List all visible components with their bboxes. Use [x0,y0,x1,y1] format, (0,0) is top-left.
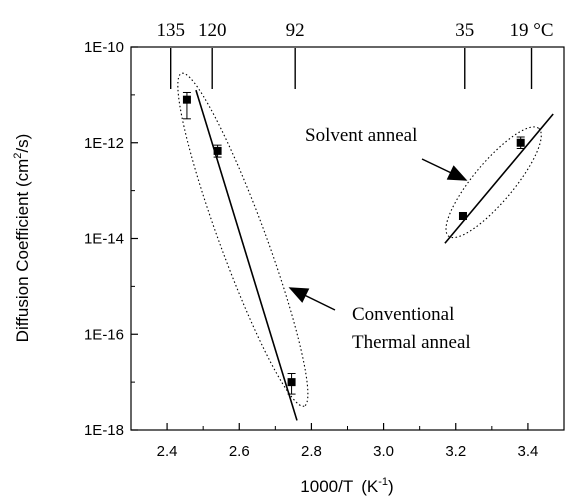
temperature-label: 19 °C [510,20,554,41]
x-axis-ticks: 2.4 2.6 2.8 3.0 3.2 3.4 [130,423,565,460]
data-point [182,95,191,104]
annotation-conventional-line1: Conventional [352,304,454,325]
x-tick-label: 2.4 [157,443,178,460]
thermal-anneal-ellipse [177,72,309,407]
annotation-solvent-anneal: Solvent anneal [305,125,417,146]
temperature-label: 35 [455,20,474,41]
thermal-fit-line [195,89,298,421]
x-tick-label: 3.2 [445,443,466,460]
grouping-ellipses [177,72,542,407]
solvent-anneal-arrow [421,158,468,181]
conventional-anneal-arrow [288,287,336,311]
data-point [213,146,222,155]
y-tick-label: 1E-12 [84,135,124,152]
x-axis-title: 1000/T (K-1) [300,476,393,496]
x-tick-label: 3.4 [517,443,538,460]
temperature-label: 120 [198,20,227,41]
x-tick-label: 3.0 [373,443,394,460]
y-tick-label: 1E-18 [84,422,124,439]
annotation-conventional-line2: Thermal anneal [352,332,471,353]
solvent-fit-line [444,113,554,244]
y-axis-title: Diffusion Coefficient (cm2/s) [12,134,32,343]
y-tick-label: 1E-10 [84,39,124,56]
x-tick-label: 2.8 [301,443,322,460]
temperature-label: 92 [286,20,305,41]
fit-lines [195,89,554,421]
data-point [287,378,296,387]
temperature-label: 135 [156,20,185,41]
plot-area [130,46,565,431]
solvent-anneal-ellipse [445,126,542,239]
y-axis-ticks: 1E-18 1E-16 1E-14 1E-12 1E-10 [84,39,138,439]
x-tick-label: 2.6 [229,443,250,460]
data-point [516,138,525,147]
y-tick-label: 1E-16 [84,326,124,343]
top-temperature-axis: 135 120 92 35 19 °C [156,20,554,89]
data-point [458,211,467,220]
y-tick-label: 1E-14 [84,231,124,248]
data-points [182,91,525,395]
